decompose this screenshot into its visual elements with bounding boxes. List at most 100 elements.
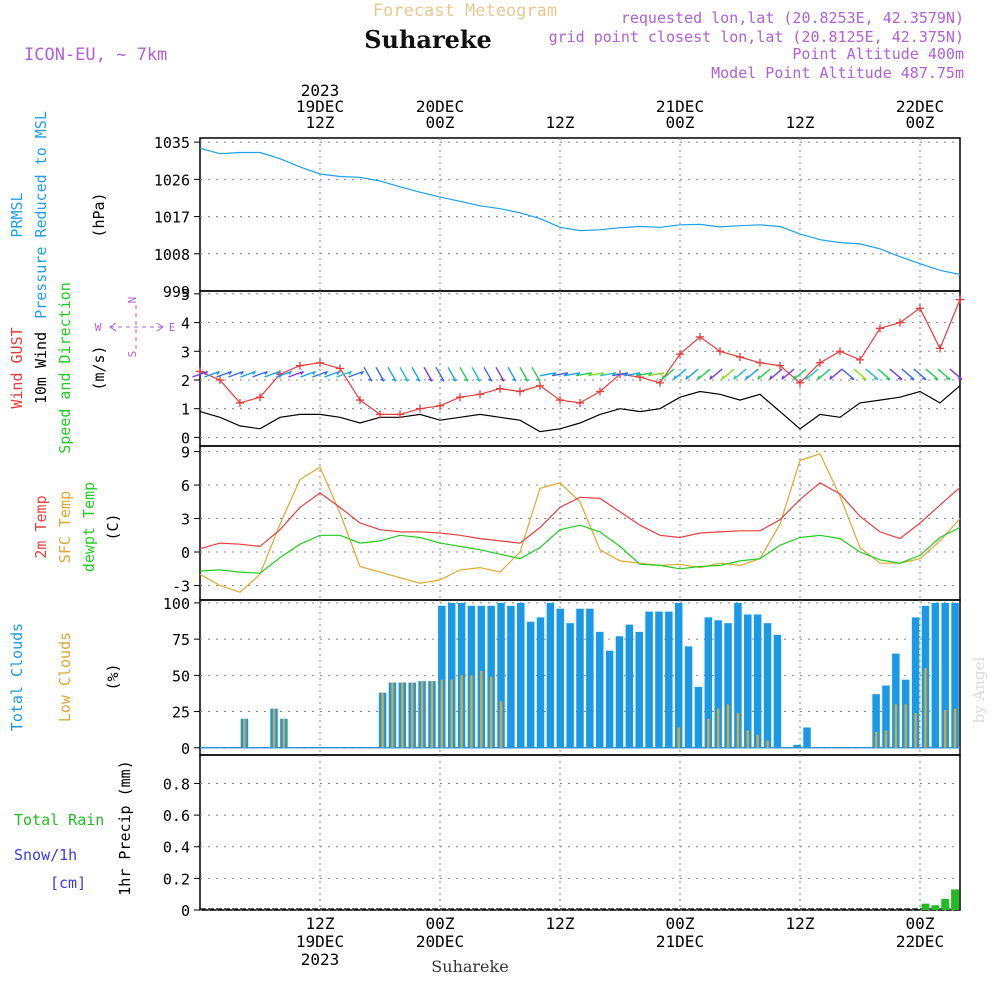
time-label-bottom: 12Z: [546, 914, 575, 933]
wind-unit: (m/s): [90, 345, 108, 390]
gust-marker: [336, 364, 344, 373]
wind-direction-arrow: [531, 366, 541, 382]
low-cloud-bar: [746, 730, 749, 748]
gust-marker: [396, 410, 404, 419]
wind-direction-arrow: [889, 368, 903, 381]
time-label-bottom: 00Z: [426, 914, 455, 933]
chart-title: Forecast Meteogram: [373, 1, 557, 21]
wind-direction-arrow: [949, 368, 963, 381]
total-cloud-bar: [803, 727, 811, 748]
wind-direction-arrow: [204, 370, 221, 378]
time-label-top: 12Z: [786, 113, 815, 132]
wind-direction-arrow: [240, 370, 257, 378]
wind-direction-arrow: [817, 368, 831, 380]
low-cloud-bar: [716, 708, 720, 748]
cloud-label-1: Total Clouds: [8, 623, 26, 731]
total-cloud-bar: [645, 611, 653, 748]
gust-marker: [536, 381, 544, 390]
time-label-top: 19DEC: [296, 97, 344, 116]
y-tick-label: 100: [163, 595, 190, 613]
wind-direction-arrow: [348, 370, 365, 378]
wind-direction-arrow: [423, 366, 433, 382]
gust-marker: [916, 304, 924, 313]
wind-direction-arrow: [781, 368, 795, 380]
compass-s: S: [126, 351, 139, 358]
y-tick-label: 0: [181, 544, 190, 562]
gust-marker: [296, 361, 304, 370]
wind-direction-arrow: [519, 366, 529, 382]
pressure-unit: (hPa): [90, 192, 108, 237]
wind-direction-arrow: [252, 370, 269, 378]
temp-unit: (C): [104, 513, 122, 540]
total-cloud-bar: [793, 744, 801, 748]
wind-direction-arrow: [925, 368, 939, 381]
model-label: ICON-EU, ~ 7km: [24, 45, 167, 65]
low-cloud-bar: [272, 708, 276, 748]
wind-label-1: Wind GUST: [8, 327, 26, 408]
model-altitude: Model Point Altitude 487.75m: [711, 64, 964, 82]
total-cloud-bar: [911, 617, 920, 748]
gust-marker: [316, 358, 324, 367]
wind-direction-arrow: [399, 366, 409, 382]
low-cloud-bar: [489, 676, 493, 748]
y-tick-label: 1026: [154, 171, 190, 189]
snow-unit-label: [cm]: [50, 874, 86, 892]
total-cloud-bar: [546, 602, 555, 748]
panel-temperature: -3 0 3 6 9: [172, 444, 961, 601]
time-label-bottom: 22DEC: [896, 932, 944, 951]
total-cloud-bar: [635, 631, 643, 748]
gust-marker: [816, 358, 824, 367]
wind-direction-arrow: [324, 370, 341, 378]
temp-label-3: dewpt Temp: [80, 482, 98, 572]
y-tick-label: 9: [181, 444, 190, 462]
wind-side-labels: Wind GUST 10m Wind Speed and Direction (…: [8, 282, 108, 454]
gust-marker: [956, 295, 964, 304]
low-cloud-bar: [391, 682, 394, 748]
rain-label: Total Rain: [14, 811, 104, 829]
total-cloud-bar: [773, 634, 782, 748]
precip-side-labels: Total Rain Snow/1h [cm] 1hr Precip (mm): [14, 760, 134, 895]
pressure-label-1: PRMSL: [8, 192, 26, 237]
time-label-top: 22DEC: [896, 97, 944, 116]
gust-marker: [856, 355, 864, 364]
total-cloud-bar: [931, 602, 940, 748]
y-tick-label: 0: [181, 740, 190, 758]
wind-direction-arrow: [745, 368, 759, 380]
low-cloud-bar: [460, 675, 463, 748]
low-cloud-bar: [430, 681, 434, 748]
gust-marker: [356, 396, 364, 405]
total-cloud-bar: [704, 617, 713, 748]
y-tick-label: 25: [172, 704, 190, 722]
wind-direction-arrow: [459, 366, 469, 382]
temp-label-2: SFC Temp: [56, 491, 74, 563]
total-cloud-bar: [556, 608, 565, 748]
wind-direction-arrow: [276, 370, 293, 378]
gust-marker: [256, 393, 264, 402]
gust-marker: [416, 404, 424, 413]
total-cloud-bar: [744, 614, 752, 748]
rain-bar: [941, 898, 950, 910]
y-tick-label: 3: [181, 511, 190, 529]
grid-coords: grid point closest lon,lat (20.8125E, 42…: [549, 28, 964, 46]
total-cloud-bar: [536, 617, 545, 748]
credit-label: by Angel: [970, 656, 988, 723]
wind-direction-arrow: [685, 368, 699, 380]
sfc-temp-line: [199, 453, 961, 593]
gust-marker: [756, 358, 764, 367]
total-cloud-bar: [724, 623, 732, 748]
gust-marker: [436, 401, 444, 410]
total-cloud-bar: [763, 623, 772, 748]
wind-direction-arrow: [769, 368, 783, 380]
compass-e: E: [169, 321, 176, 334]
cloud-side-labels: Total Clouds Low Clouds (%): [8, 623, 122, 731]
low-cloud-bar: [884, 730, 888, 748]
low-cloud-bar: [707, 718, 710, 748]
wind-direction-arrow: [435, 366, 445, 382]
gust-marker: [796, 378, 804, 387]
time-label-bottom: 20DEC: [416, 932, 464, 951]
y-tick-label: 1017: [154, 209, 190, 227]
total-cloud-bar: [951, 602, 959, 748]
gust-marker: [776, 361, 784, 370]
